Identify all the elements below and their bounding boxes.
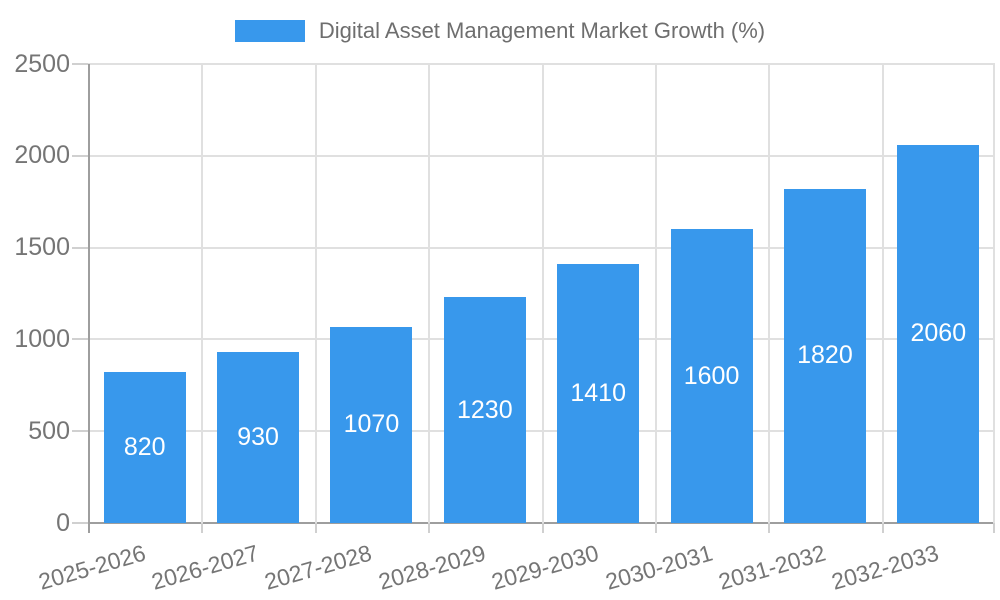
bar[interactable] xyxy=(330,326,413,523)
x-axis-tick xyxy=(541,523,544,533)
v-gridline xyxy=(993,64,995,523)
x-axis-tick xyxy=(993,523,995,533)
legend-series-label: Digital Asset Management Market Growth (… xyxy=(318,18,766,43)
bar[interactable] xyxy=(217,352,300,523)
y-axis-tick xyxy=(72,338,88,341)
bar[interactable] xyxy=(443,297,526,523)
v-gridline xyxy=(428,64,431,523)
y-tick-label: 0 xyxy=(56,508,70,537)
v-gridline xyxy=(314,64,317,523)
bar[interactable] xyxy=(670,229,753,523)
v-gridline xyxy=(541,64,544,523)
x-axis-tick xyxy=(314,523,317,533)
y-tick-label: 500 xyxy=(28,416,70,445)
x-axis-tick xyxy=(201,523,204,533)
y-axis-tick xyxy=(72,63,88,65)
y-axis-line xyxy=(88,64,90,533)
v-gridline xyxy=(768,64,771,523)
y-tick-label: 2000 xyxy=(14,141,70,170)
y-tick-label: 2500 xyxy=(14,49,70,78)
y-axis-tick xyxy=(72,246,88,249)
v-gridline xyxy=(881,64,884,523)
v-gridline xyxy=(201,64,204,523)
legend-series-swatch-icon xyxy=(234,20,305,42)
x-axis-tick xyxy=(654,523,657,533)
y-tick-label: 1000 xyxy=(14,324,70,353)
bar[interactable] xyxy=(897,144,980,523)
bar[interactable] xyxy=(557,264,640,523)
chart-legend: Digital Asset Management Market Growth (… xyxy=(0,16,1000,46)
x-axis-tick xyxy=(428,523,431,533)
bar[interactable] xyxy=(783,188,866,523)
v-gridline xyxy=(654,64,657,523)
y-axis-tick xyxy=(72,522,88,524)
x-axis-tick xyxy=(768,523,771,533)
bar[interactable] xyxy=(103,372,186,523)
plot-area: 0 500 1000 1500 2000 2500 820 2025-2026 930 2026-… xyxy=(14,51,995,595)
y-axis-tick xyxy=(72,430,88,433)
x-axis-tick xyxy=(881,523,884,533)
y-axis-tick xyxy=(72,154,88,157)
y-tick-label: 1500 xyxy=(14,233,70,262)
